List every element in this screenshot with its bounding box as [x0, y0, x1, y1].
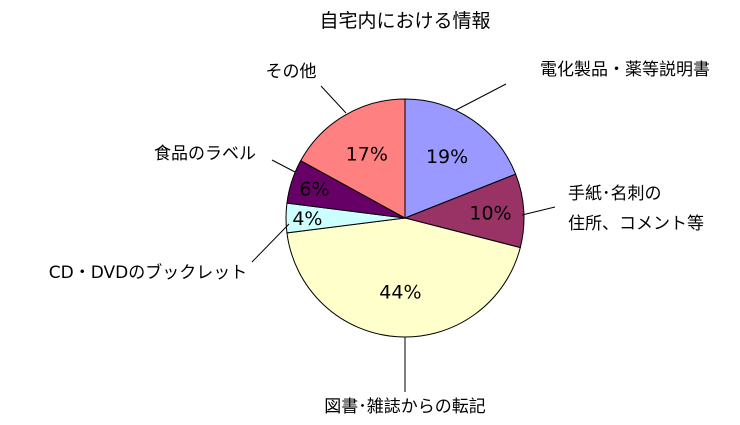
category-label-other: その他 — [266, 62, 317, 82]
leader-line-cd-dvd-booklet — [251, 223, 290, 263]
percent-label-letters-cards: 10% — [469, 203, 511, 225]
leader-lines — [251, 83, 556, 392]
leader-line-appliance-manual — [455, 83, 507, 111]
leader-line-food-labels — [271, 159, 296, 173]
pie-slice-books-magazines — [286, 217, 521, 338]
pie-slice-letters-cards — [403, 173, 525, 249]
percent-label-food-labels: 6% — [299, 179, 329, 201]
category-label-cd-dvd-booklet: CD・DVDのブックレット — [49, 262, 247, 283]
percent-labels: 19% 10% 44% 4% 6% 17% — [292, 144, 511, 304]
leader-line-other — [320, 85, 347, 114]
category-label-food-labels: 食品のラベル — [154, 144, 256, 164]
percent-label-other: 17% — [346, 144, 388, 166]
pie-slices — [285, 98, 525, 338]
pie-slice-other — [300, 98, 406, 219]
category-label-letters-cards: 手紙･名刺の住所、コメント等 — [568, 184, 704, 234]
category-label-books-magazines: 図書･雑誌からの転記 — [324, 397, 486, 417]
chart-title: 自宅内における情報 — [319, 10, 490, 32]
leader-line-letters-cards — [521, 206, 556, 216]
percent-label-books-magazines: 44% — [379, 282, 421, 304]
category-label-appliance-manual: 電化製品・薬等説明書 — [540, 60, 710, 80]
percent-label-appliance-manual: 19% — [426, 146, 468, 168]
pie-slice-appliance-manual — [404, 98, 517, 219]
percent-label-cd-dvd-booklet: 4% — [292, 208, 322, 230]
